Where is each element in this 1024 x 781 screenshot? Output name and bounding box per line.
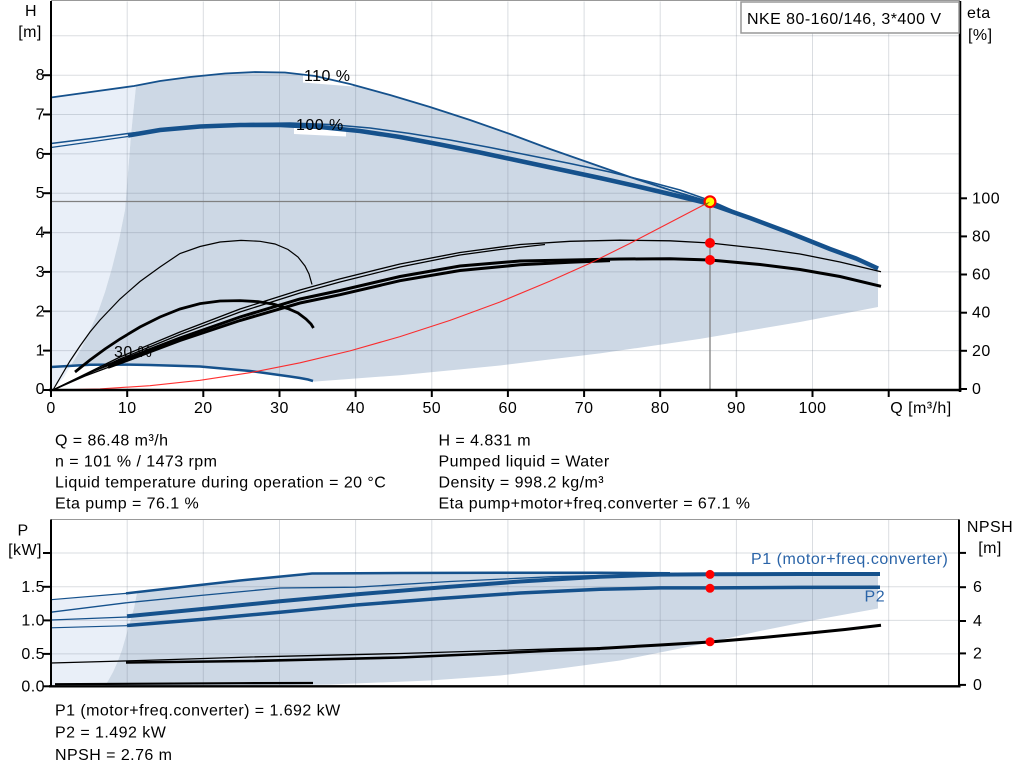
svg-text:2: 2: [973, 645, 982, 662]
svg-text:1.0: 1.0: [21, 612, 45, 629]
svg-text:30 %: 30 %: [114, 344, 152, 361]
svg-text:20: 20: [194, 400, 213, 417]
svg-text:40: 40: [346, 400, 365, 417]
svg-text:Q = 86.48 m³/h: Q = 86.48 m³/h: [55, 433, 168, 450]
svg-text:[%]: [%]: [968, 27, 992, 44]
svg-text:4: 4: [973, 613, 982, 630]
svg-text:60: 60: [499, 400, 518, 417]
svg-text:30: 30: [270, 400, 289, 417]
svg-text:0.5: 0.5: [21, 646, 45, 663]
svg-text:0: 0: [36, 381, 45, 398]
svg-text:2: 2: [36, 303, 45, 320]
svg-text:90: 90: [727, 400, 746, 417]
svg-text:1.5: 1.5: [21, 579, 45, 596]
svg-text:P2 = 1.492 kW: P2 = 1.492 kW: [55, 725, 167, 742]
svg-text:n = 101 % / 1473 rpm: n = 101 % / 1473 rpm: [55, 454, 217, 471]
svg-text:80: 80: [651, 400, 670, 417]
svg-text:NPSH: NPSH: [967, 519, 1013, 536]
svg-text:40: 40: [972, 305, 991, 322]
svg-text:NPSH = 2.76 m: NPSH = 2.76 m: [55, 747, 172, 764]
svg-text:P2: P2: [865, 589, 886, 606]
svg-text:1: 1: [36, 343, 45, 360]
svg-text:3: 3: [36, 264, 45, 281]
svg-text:0: 0: [972, 381, 981, 398]
svg-text:100 %: 100 %: [296, 117, 344, 134]
svg-text:P: P: [17, 523, 28, 540]
svg-text:Density = 998.2 kg/m³: Density = 998.2 kg/m³: [439, 475, 605, 492]
svg-text:50: 50: [422, 400, 441, 417]
svg-text:P1 (motor+freq.converter) = 1.: P1 (motor+freq.converter) = 1.692 kW: [55, 703, 341, 720]
svg-text:60: 60: [972, 267, 991, 284]
svg-text:6: 6: [973, 579, 982, 596]
svg-text:[m]: [m]: [978, 540, 1002, 557]
svg-text:100: 100: [798, 400, 826, 417]
svg-text:H: H: [25, 3, 37, 20]
svg-text:10: 10: [118, 400, 137, 417]
svg-text:Q [m³/h]: Q [m³/h]: [890, 400, 951, 417]
svg-text:80: 80: [972, 228, 991, 245]
svg-text:0.0: 0.0: [21, 678, 45, 695]
svg-text:70: 70: [575, 400, 594, 417]
svg-text:[kW]: [kW]: [8, 542, 42, 559]
svg-text:Eta pump = 76.1 %: Eta pump = 76.1 %: [55, 496, 199, 513]
svg-text:6: 6: [36, 146, 45, 163]
svg-text:H = 4.831 m: H = 4.831 m: [439, 433, 532, 450]
svg-text:100: 100: [972, 190, 1000, 207]
svg-text:0: 0: [46, 400, 55, 417]
svg-text:8: 8: [36, 67, 45, 84]
svg-text:eta: eta: [967, 5, 991, 22]
svg-text:P1 (motor+freq.converter): P1 (motor+freq.converter): [751, 551, 948, 568]
svg-text:NKE 80-160/146, 3*400 V: NKE 80-160/146, 3*400 V: [747, 11, 941, 28]
svg-text:[m]: [m]: [18, 24, 42, 41]
svg-text:Liquid temperature during oper: Liquid temperature during operation = 20…: [55, 475, 386, 492]
svg-text:110 %: 110 %: [304, 68, 350, 85]
svg-text:5: 5: [36, 185, 45, 202]
svg-text:0: 0: [973, 677, 982, 694]
svg-text:Eta pump+motor+freq.converter: Eta pump+motor+freq.converter = 67.1 %: [439, 496, 751, 513]
svg-text:7: 7: [36, 107, 45, 124]
svg-text:20: 20: [972, 343, 991, 360]
svg-text:4: 4: [36, 225, 45, 242]
svg-text:Pumped liquid = Water: Pumped liquid = Water: [439, 454, 610, 471]
